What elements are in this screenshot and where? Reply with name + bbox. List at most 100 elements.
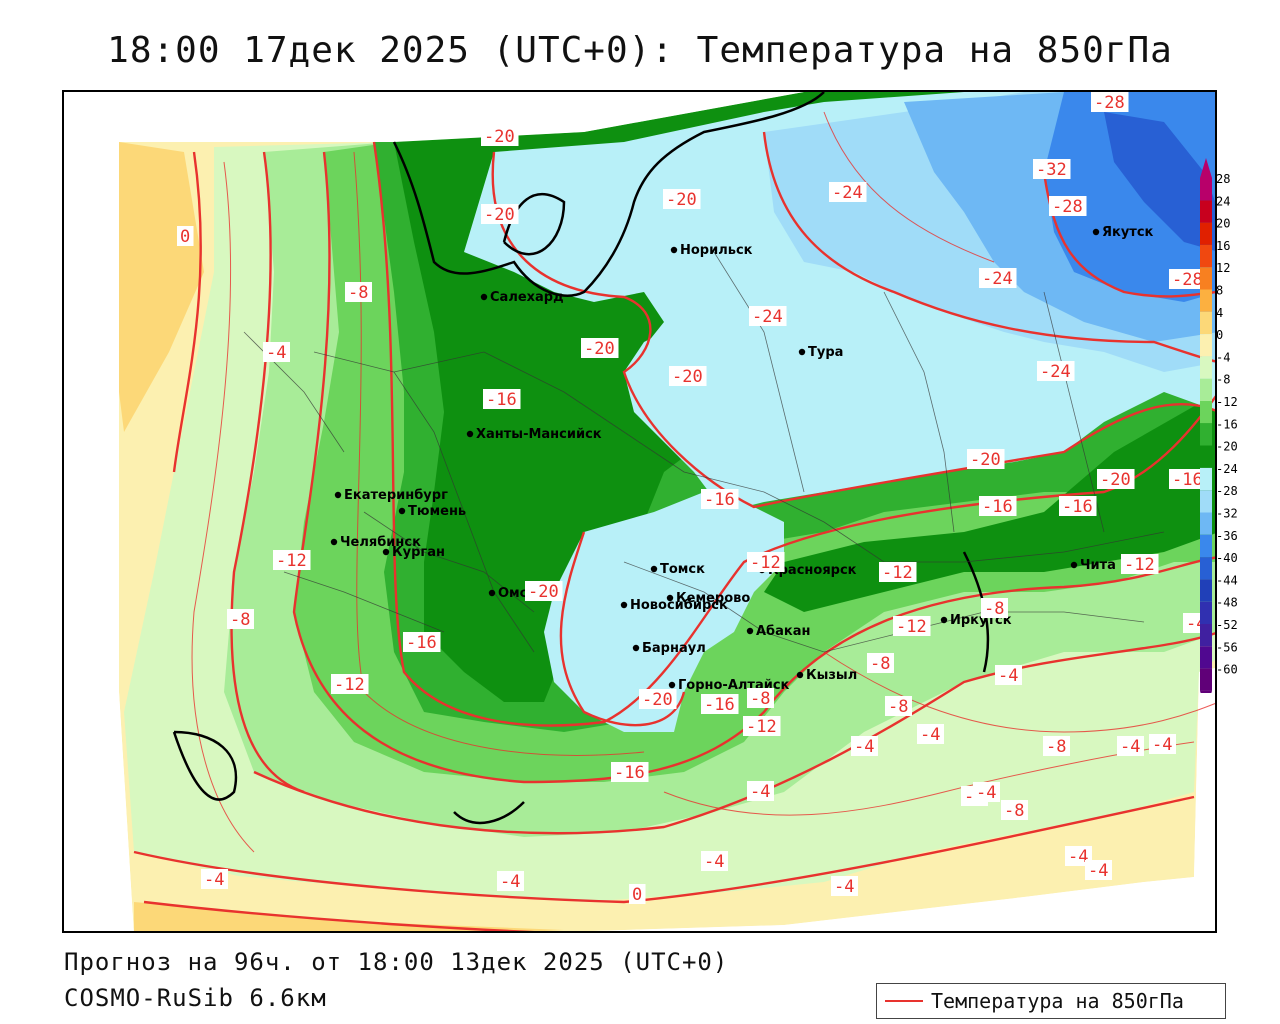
- contour-label-bg: [345, 282, 372, 302]
- contour-label-bg: [669, 366, 707, 386]
- contour-label-bg: [879, 562, 917, 582]
- contour-label-bg: [1033, 159, 1071, 179]
- scale-top-arrow: [1200, 158, 1212, 178]
- scale-tick-label: -8: [1216, 373, 1230, 387]
- contour-label-bg: [1117, 736, 1144, 756]
- contour-label: -12: [750, 553, 781, 573]
- contour-label: 0: [180, 227, 190, 247]
- scale-tick-label: -56: [1216, 640, 1238, 654]
- contour-label: -8: [984, 599, 1004, 619]
- city-layer: Норильск Салехард Тура Якутск Ханты-Мансийск…: [330, 225, 1154, 693]
- scale-tick-label: 16: [1216, 239, 1230, 253]
- scale-bottom-arrow: [1200, 690, 1212, 693]
- scale-tick-label: -32: [1216, 507, 1238, 521]
- scale-swatch: [1200, 624, 1212, 647]
- contour-label: -4: [704, 852, 724, 872]
- contour-label-bg: [1001, 800, 1028, 820]
- contour-label: -12: [746, 717, 777, 737]
- contour-label: -24: [752, 307, 783, 327]
- contour-label-bg: [663, 189, 701, 209]
- legend-line-swatch: [885, 1000, 923, 1002]
- contour-label: -16: [704, 695, 735, 715]
- contour-label: -16: [982, 497, 1013, 517]
- contour-label-bg: [747, 688, 774, 708]
- contour-label-bg: [331, 674, 369, 694]
- contour-label: -4: [1068, 847, 1088, 867]
- contour-label: -8: [348, 283, 368, 303]
- scale-tick-label: -16: [1216, 417, 1238, 431]
- contour-label-bg: [1043, 736, 1070, 756]
- contour-label: -24: [982, 269, 1013, 289]
- scale-tick-label: -12: [1216, 395, 1238, 409]
- admin-borders: [243, 251, 1165, 653]
- contour-label: -8: [870, 654, 890, 674]
- contour-label: -12: [276, 551, 307, 571]
- city-dot: [620, 601, 628, 609]
- scale-tick-label: 20: [1216, 217, 1230, 231]
- forecast-info: Прогноз на 96ч. от 18:00 13дек 2025 (UTC…: [64, 948, 729, 976]
- city-label: Курган: [392, 545, 445, 560]
- scale-swatch: [1200, 467, 1212, 491]
- scale-swatch: [1200, 423, 1212, 446]
- contour-label-bg: [979, 496, 1017, 516]
- scale-swatch: [1200, 646, 1212, 669]
- contour-label: -8: [888, 697, 908, 717]
- city-dot: [334, 491, 342, 499]
- scale-swatch: [1200, 200, 1212, 223]
- legend-box: Температура на 850гПа: [876, 983, 1226, 1019]
- scale-swatch: [1200, 222, 1212, 245]
- scale-swatch: [1200, 534, 1212, 558]
- contour-label-bg: [1037, 361, 1075, 381]
- scale-swatch: [1200, 356, 1212, 379]
- contour-label-bg: [701, 851, 728, 871]
- contour-label: -20: [672, 367, 703, 387]
- scale-tick-label: 24: [1216, 194, 1230, 208]
- contour-label-bg: [973, 782, 1000, 802]
- zone-plus4: [119, 142, 204, 432]
- contour-label-bg: [403, 632, 441, 652]
- contour-label: 0: [632, 885, 642, 905]
- city-label: Якутск: [1102, 225, 1154, 240]
- model-name: COSMO-RuSib 6.6км: [64, 984, 327, 1012]
- contour-label: -24: [832, 183, 863, 203]
- scale-tick-label: -40: [1216, 551, 1238, 565]
- scale-tick-label: 0: [1216, 328, 1223, 342]
- contour-label: -16: [486, 390, 517, 410]
- scale-tick-label: -48: [1216, 596, 1238, 610]
- contour-label-layer: -20-20-20 -24-28-32-28-28-24-24-20-24-20-…: [177, 92, 1210, 905]
- contour-label-bg: [867, 653, 894, 673]
- scale-swatch: [1200, 557, 1212, 580]
- scale-swatch: [1200, 334, 1212, 357]
- scale-tick-label: -20: [1216, 440, 1238, 454]
- city-label: Красноярск: [768, 563, 857, 578]
- contour-label: -4: [500, 872, 520, 892]
- scale-swatch: [1200, 401, 1212, 424]
- contour-label: -12: [1124, 555, 1155, 575]
- scale-tick-label: -28: [1216, 484, 1238, 498]
- contour-label-bg: [611, 762, 649, 782]
- contour-label: -4: [976, 783, 996, 803]
- scale-tick-label: -52: [1216, 618, 1238, 632]
- contour-label-bg: [1049, 196, 1087, 216]
- contour-label-bg: [525, 581, 563, 601]
- contour-label: -16: [1172, 470, 1203, 490]
- contour-label: -20: [484, 127, 515, 147]
- contour-label: -28: [1052, 197, 1083, 217]
- contour-label: -12: [882, 563, 913, 583]
- contour-label-bg: [1169, 469, 1207, 489]
- scale-swatch: [1200, 445, 1212, 468]
- contour-label-bg: [747, 552, 785, 572]
- contour-label-bg: [483, 389, 521, 409]
- contour-label-bg: [701, 489, 739, 509]
- contour-label-bg: [743, 716, 781, 736]
- contour-label: -16: [1062, 497, 1093, 517]
- contour-label-bg: [1169, 269, 1207, 289]
- color-scale: 28 24 20 16 12 8 4 0 -4 -8 -12 -16 -20 -24 -28 -32 -36 -4…: [1200, 158, 1238, 693]
- contour-label-bg: [177, 226, 194, 246]
- city-dot: [1092, 228, 1100, 236]
- map-area[interactable]: Норильск Салехард Тура Якутск Ханты-Мансийск…: [62, 90, 1217, 933]
- contour-label-bg: [749, 306, 787, 326]
- contour-label: -16: [704, 490, 735, 510]
- scale-swatch: [1200, 244, 1212, 268]
- contour-label: -4: [1152, 735, 1172, 755]
